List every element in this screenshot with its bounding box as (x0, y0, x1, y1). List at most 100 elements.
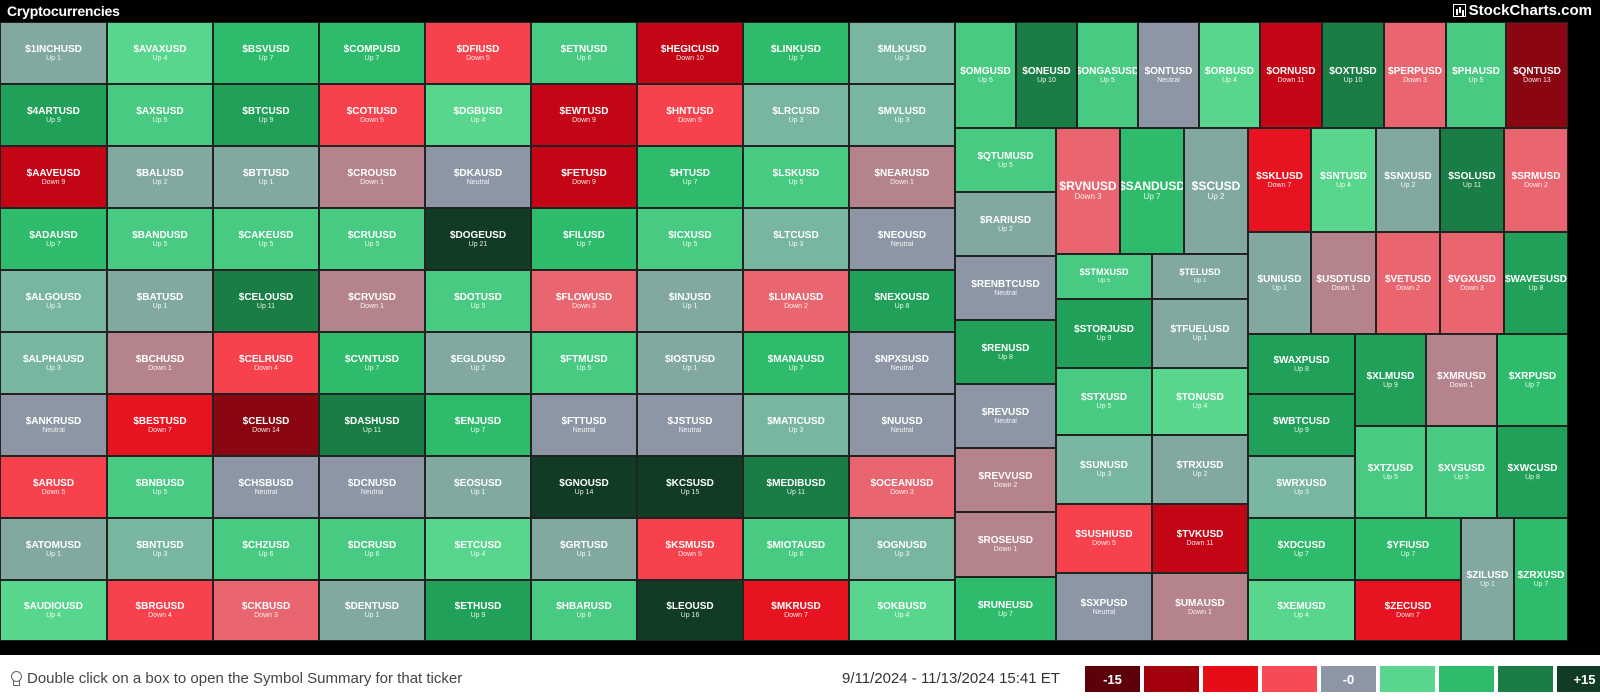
tile-nexousd[interactable]: $NEXOUSD Up 8 (849, 270, 955, 332)
tile-manausd[interactable]: $MANAUSD Up 7 (743, 332, 849, 394)
tile-neousd[interactable]: $NEOUSD Neutral (849, 208, 955, 270)
tile-qtumusd[interactable]: $QTUMUSD Up 5 (955, 128, 1056, 192)
tile-grtusd[interactable]: $GRTUSD Up 1 (531, 518, 637, 580)
tile-npxsusd[interactable]: $NPXSUSD Neutral (849, 332, 955, 394)
tile-qntusd[interactable]: $QNTUSD Down 13 (1506, 22, 1568, 128)
tile-hbarusd[interactable]: $HBARUSD Up 6 (531, 580, 637, 641)
tile-xwcusd[interactable]: $XWCUSD Up 8 (1497, 426, 1568, 518)
tile-ongasusd[interactable]: $ONGASUSD Up 5 (1077, 22, 1138, 128)
tile-filusd[interactable]: $FILUSD Up 7 (531, 208, 637, 270)
tile-waxpusd[interactable]: $WAXPUSD Up 8 (1248, 334, 1355, 394)
tile-wavesusd[interactable]: $WAVESUSD Up 8 (1504, 232, 1568, 334)
tile-enjusd[interactable]: $ENJUSD Up 7 (425, 394, 531, 456)
tile-telusd[interactable]: $TELUSD Up 1 (1152, 254, 1248, 299)
tile-ewtusd[interactable]: $EWTUSD Down 9 (531, 84, 637, 146)
tile-zilusd[interactable]: $ZILUSD Up 1 (1461, 518, 1514, 641)
tile-cvntusd[interactable]: $CVNTUSD Up 7 (319, 332, 425, 394)
tile-mvlusd[interactable]: $MVLUSD Up 3 (849, 84, 955, 146)
tile-sxpusd[interactable]: $SXPUSD Neutral (1056, 573, 1152, 641)
tile-avaxusd[interactable]: $AVAXUSD Up 4 (107, 22, 213, 84)
tile-solusd[interactable]: $SOLUSD Up 11 (1440, 128, 1504, 232)
tile-tonusd[interactable]: $TONUSD Up 4 (1152, 368, 1248, 435)
tile-htusd[interactable]: $HTUSD Up 7 (637, 146, 743, 208)
brand-logo[interactable]: StockCharts.com (1452, 2, 1592, 19)
tile-celusd[interactable]: $CELUSD Down 14 (213, 394, 319, 456)
tile-sklusd[interactable]: $SKLUSD Down 7 (1248, 128, 1311, 232)
tile-kcsusd[interactable]: $KCSUSD Up 15 (637, 456, 743, 518)
tile-xmrusd[interactable]: $XMRUSD Down 1 (1426, 334, 1497, 426)
tile-scusd[interactable]: $SCUSD Up 2 (1184, 128, 1248, 254)
tile-batusd[interactable]: $BATUSD Up 1 (107, 270, 213, 332)
tile-wbtcusd[interactable]: $WBTCUSD Up 9 (1248, 394, 1355, 456)
tile-hntusd[interactable]: $HNTUSD Down 5 (637, 84, 743, 146)
tile-nuusd[interactable]: $NUUSD Neutral (849, 394, 955, 456)
tile-aaveusd[interactable]: $AAVEUSD Down 9 (0, 146, 107, 208)
tile-uniusd[interactable]: $UNIUSD Up 1 (1248, 232, 1311, 334)
tile-linkusd[interactable]: $LINKUSD Up 7 (743, 22, 849, 84)
tile-dogeusd[interactable]: $DOGEUSD Up 21 (425, 208, 531, 270)
tile-dashusd[interactable]: $DASHUSD Up 11 (319, 394, 425, 456)
tile-alphausd[interactable]: $ALPHAUSD Up 3 (0, 332, 107, 394)
tile-fetusd[interactable]: $FETUSD Down 9 (531, 146, 637, 208)
tile-chzusd[interactable]: $CHZUSD Up 6 (213, 518, 319, 580)
tile-runeusd[interactable]: $RUNEUSD Up 7 (955, 577, 1056, 641)
tile-rvnusd[interactable]: $RVNUSD Down 3 (1056, 128, 1120, 254)
tile-maticusd[interactable]: $MATICUSD Up 3 (743, 394, 849, 456)
tile-balusd[interactable]: $BALUSD Up 2 (107, 146, 213, 208)
tile-btcusd[interactable]: $BTCUSD Up 9 (213, 84, 319, 146)
tile-eosusd[interactable]: $EOSUSD Up 1 (425, 456, 531, 518)
tile-ontusd[interactable]: $ONTUSD Neutral (1138, 22, 1199, 128)
tile-okbusd[interactable]: $OKBUSD Up 4 (849, 580, 955, 641)
tile-mkrusd[interactable]: $MKRUSD Down 7 (743, 580, 849, 641)
tile-snxusd[interactable]: $SNXUSD Up 2 (1376, 128, 1440, 232)
tile-1inchusd[interactable]: $1INCHUSD Up 1 (0, 22, 107, 84)
tile-srmusd[interactable]: $SRMUSD Down 2 (1504, 128, 1568, 232)
tile-dkausd[interactable]: $DKAUSD Neutral (425, 146, 531, 208)
tile-fttusd[interactable]: $FTTUSD Neutral (531, 394, 637, 456)
tile-roseusd[interactable]: $ROSEUSD Down 1 (955, 512, 1056, 577)
tile-bnbusd[interactable]: $BNBUSD Up 5 (107, 456, 213, 518)
tile-sntusd[interactable]: $SNTUSD Up 4 (1311, 128, 1376, 232)
tile-tfuelusd[interactable]: $TFUELUSD Up 1 (1152, 299, 1248, 368)
tile-cotiusd[interactable]: $COTIUSD Down 5 (319, 84, 425, 146)
tile-renbtcusd[interactable]: $RENBTCUSD Neutral (955, 256, 1056, 320)
tile-lrcusd[interactable]: $LRCUSD Up 3 (743, 84, 849, 146)
tile-icxusd[interactable]: $ICXUSD Up 5 (637, 208, 743, 270)
tile-xvsusd[interactable]: $XVSUSD Up 5 (1426, 426, 1497, 518)
tile-vgxusd[interactable]: $VGXUSD Down 3 (1440, 232, 1504, 334)
tile-bttusd[interactable]: $BTTUSD Up 1 (213, 146, 319, 208)
tile-chsbusd[interactable]: $CHSBUSD Neutral (213, 456, 319, 518)
tile-phausd[interactable]: $PHAUSD Up 5 (1446, 22, 1506, 128)
tile-celrusd[interactable]: $CELRUSD Down 4 (213, 332, 319, 394)
tile-jstusd[interactable]: $JSTUSD Neutral (637, 394, 743, 456)
tile-cruusd[interactable]: $CRUUSD Up 5 (319, 208, 425, 270)
tile-crousd[interactable]: $CROUSD Down 1 (319, 146, 425, 208)
tile-axsusd[interactable]: $AXSUSD Up 5 (107, 84, 213, 146)
tile-umausd[interactable]: $UMAUSD Down 1 (1152, 573, 1248, 641)
tile-mlkusd[interactable]: $MLKUSD Up 3 (849, 22, 955, 84)
tile-celousd[interactable]: $CELOUSD Up 11 (213, 270, 319, 332)
tile-oceanusd[interactable]: $OCEANUSD Down 3 (849, 456, 955, 518)
tile-miotausd[interactable]: $MIOTAUSD Up 6 (743, 518, 849, 580)
tile-bntusd[interactable]: $BNTUSD Up 3 (107, 518, 213, 580)
tile-orbusd[interactable]: $ORBUSD Up 4 (1199, 22, 1260, 128)
tile-xlmusd[interactable]: $XLMUSD Up 9 (1355, 334, 1426, 426)
tile-wrxusd[interactable]: $WRXUSD Up 3 (1248, 456, 1355, 518)
tile-zrxusd[interactable]: $ZRXUSD Up 7 (1514, 518, 1568, 641)
tile-revvusd[interactable]: $REVVUSD Down 2 (955, 448, 1056, 512)
tile-medibusd[interactable]: $MEDIBUSD Up 11 (743, 456, 849, 518)
tile-usdtusd[interactable]: $USDTUSD Down 1 (1311, 232, 1376, 334)
tile-xemusd[interactable]: $XEMUSD Up 4 (1248, 580, 1355, 641)
tile-stmxusd[interactable]: $STMXUSD Up 5 (1056, 254, 1152, 299)
tile-storjusd[interactable]: $STORJUSD Up 9 (1056, 299, 1152, 368)
tile-bchusd[interactable]: $BCHUSD Down 1 (107, 332, 213, 394)
tile-audiousd[interactable]: $AUDIOUSD Up 4 (0, 580, 107, 641)
tile-sunusd[interactable]: $SUNUSD Up 3 (1056, 435, 1152, 504)
tile-ankrusd[interactable]: $ANKRUSD Neutral (0, 394, 107, 456)
tile-etnusd[interactable]: $ETNUSD Up 6 (531, 22, 637, 84)
tile-oneusd[interactable]: $ONEUSD Up 10 (1016, 22, 1077, 128)
tile-sushiusd[interactable]: $SUSHIUSD Down 5 (1056, 504, 1152, 573)
tile-bsvusd[interactable]: $BSVUSD Up 7 (213, 22, 319, 84)
tile-bandusd[interactable]: $BANDUSD Up 5 (107, 208, 213, 270)
tile-revusd[interactable]: $REVUSD Neutral (955, 384, 1056, 448)
